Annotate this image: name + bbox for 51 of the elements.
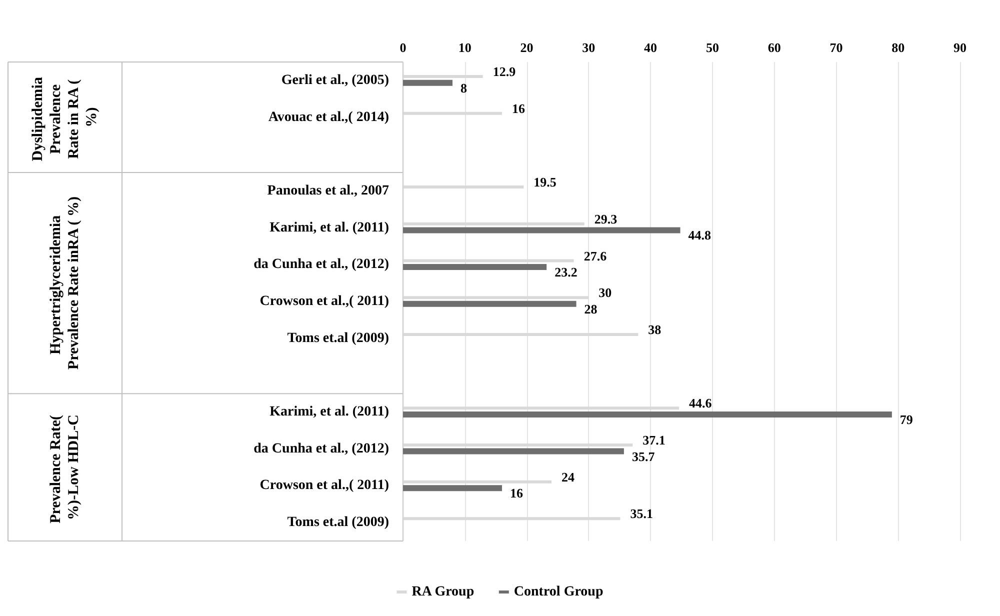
x-tick-label: 60 [768,40,781,55]
data-label: 12.9 [492,64,516,80]
legend-label: RA Group [412,584,474,600]
data-label: 23.2 [554,264,578,280]
y-tick-label: Toms et.al (2009) [287,330,390,346]
data-label: 37.1 [642,432,666,448]
x-tick-label: 30 [582,40,596,55]
y-tick-label: da Cunha et al., (2012) [254,441,390,456]
data-label: 79 [900,412,914,427]
bar [403,227,680,234]
data-label: 44.6 [689,396,712,411]
y-tick-label: Crowson et al.,( 2011) [260,478,390,494]
bar [403,411,892,418]
y-tick-label: Avouac et al.,( 2014) [268,110,390,125]
data-label: 8 [460,80,468,96]
x-tick-label: 90 [954,40,966,55]
data-label: 35.1 [630,506,653,522]
y-tick-label: Karimi, et al. (2011) [270,220,390,236]
x-tick-label: 20 [520,40,534,55]
data-label: 28 [584,301,598,316]
data-label: 29.3 [594,211,618,226]
data-label: 16 [510,486,524,501]
y-tick-label: da Cunha et al., (2012) [254,257,390,272]
text: Prevalence Rate( %)-Low HDL-C [48,411,82,524]
x-tick-label: 40 [644,40,658,55]
x-tick-label: 10 [458,40,472,55]
data-label: 24 [562,469,576,484]
data-label: 27.6 [584,248,608,264]
x-tick-label: 80 [892,40,905,55]
legend-label: Control Group [514,584,604,600]
data-label: 38 [648,322,662,337]
x-tick-label: 0 [400,40,406,55]
data-label: 16 [512,100,526,116]
data-label: 30 [598,285,612,300]
x-tick-label: 50 [706,40,719,55]
y-tick-label: Panoulas et al., 2007 [267,183,389,198]
y-tick-label: Karimi, et al. (2011) [270,404,390,420]
text: Hypertriglyceridemia Prevalence Rate inRA ( %) [48,196,82,370]
y-tick-label: Toms et.al (2009) [287,515,390,530]
bar [403,264,547,270]
y-tick-label: Crowson et al.,( 2011) [260,294,390,309]
x-tick-label: 70 [830,40,843,55]
text: Dyslipidemia Prevalence Rate in RA ( %) [30,73,100,162]
data-label: 35.7 [632,448,656,464]
bar [403,300,576,307]
bar [403,448,624,454]
y-tick-label: Gerli et al., (2005) [281,72,390,88]
bar [403,80,453,86]
bar [403,485,502,492]
data-label: 44.8 [688,228,712,243]
data-label: 19.5 [534,174,557,190]
